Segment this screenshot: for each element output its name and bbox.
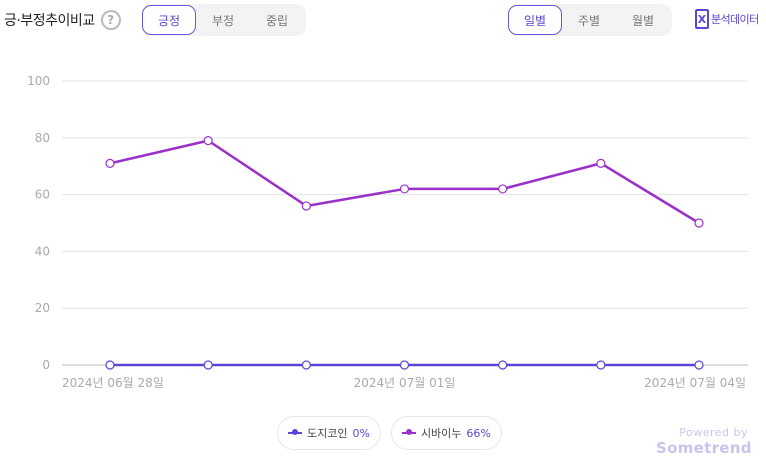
- series-line: [109, 139, 700, 225]
- x-tick-label: 2024년 07월 01일: [354, 376, 456, 390]
- y-tick-label: 20: [35, 301, 50, 315]
- data-point: [399, 360, 410, 370]
- legend-marker-icon: [288, 429, 302, 437]
- data-point: [203, 360, 213, 370]
- legend-label: 시바이누: [420, 427, 462, 440]
- data-point: [596, 360, 606, 370]
- line-chart: 0 20 40 60 80 100 2024년 06월 28일 2024년 07월 01일 20…: [27, 74, 748, 390]
- y-tick-label: 80: [35, 131, 50, 145]
- chart-header: 긍·부정추이비교 ?: [4, 10, 121, 30]
- powered-by-text: Powered by: [679, 426, 748, 439]
- brand-name: Sometrend: [656, 439, 752, 457]
- x-tick-label: 2024년 07월 04일: [644, 376, 746, 390]
- data-point: [105, 360, 115, 370]
- data-point: [301, 201, 311, 211]
- data-point: [399, 184, 410, 194]
- y-tick-label: 40: [35, 244, 50, 258]
- y-tick-label: 60: [35, 188, 50, 202]
- data-point: [596, 158, 606, 168]
- export-data-button[interactable]: X 분석데이터: [695, 9, 759, 29]
- brand-watermark: Powered by Sometrend: [656, 426, 752, 457]
- chart-legend: 도지코인 0% 시바이누 66%: [277, 416, 502, 450]
- data-point: [498, 360, 508, 370]
- sentiment-tab-group: 긍정 부정 중립: [142, 4, 306, 36]
- legend-item-dogecoin[interactable]: 도지코인 0%: [277, 416, 381, 450]
- legend-label: 도지코인: [307, 427, 348, 440]
- period-tab-group: 일별 주별 월별: [508, 4, 672, 36]
- x-tick-label: 2024년 06월 28일: [62, 376, 164, 390]
- export-data-label: 분석데이터: [711, 13, 759, 26]
- legend-percent: 66%: [466, 426, 491, 440]
- tab-neutral[interactable]: 중립: [265, 13, 289, 28]
- y-tick-label: 0: [42, 358, 50, 372]
- tab-monthly[interactable]: 월별: [631, 13, 655, 28]
- data-point: [105, 158, 115, 168]
- data-point: [694, 218, 704, 228]
- tab-positive[interactable]: 긍정: [142, 5, 196, 35]
- data-point: [694, 360, 704, 370]
- chart-title: 긍·부정추이비교: [4, 13, 95, 29]
- help-icon[interactable]: ?: [100, 10, 121, 30]
- data-point: [498, 184, 508, 194]
- legend-marker-icon: [401, 429, 416, 437]
- y-tick-label: 100: [27, 74, 50, 88]
- legend-percent: 0%: [352, 426, 370, 440]
- data-point: [301, 360, 311, 370]
- excel-icon: X: [695, 9, 709, 29]
- data-point: [203, 136, 213, 146]
- tab-weekly[interactable]: 주별: [577, 13, 601, 28]
- tab-negative[interactable]: 부정: [211, 13, 235, 28]
- legend-item-shibainu[interactable]: 시바이누 66%: [390, 416, 502, 450]
- tab-daily[interactable]: 일별: [508, 5, 562, 35]
